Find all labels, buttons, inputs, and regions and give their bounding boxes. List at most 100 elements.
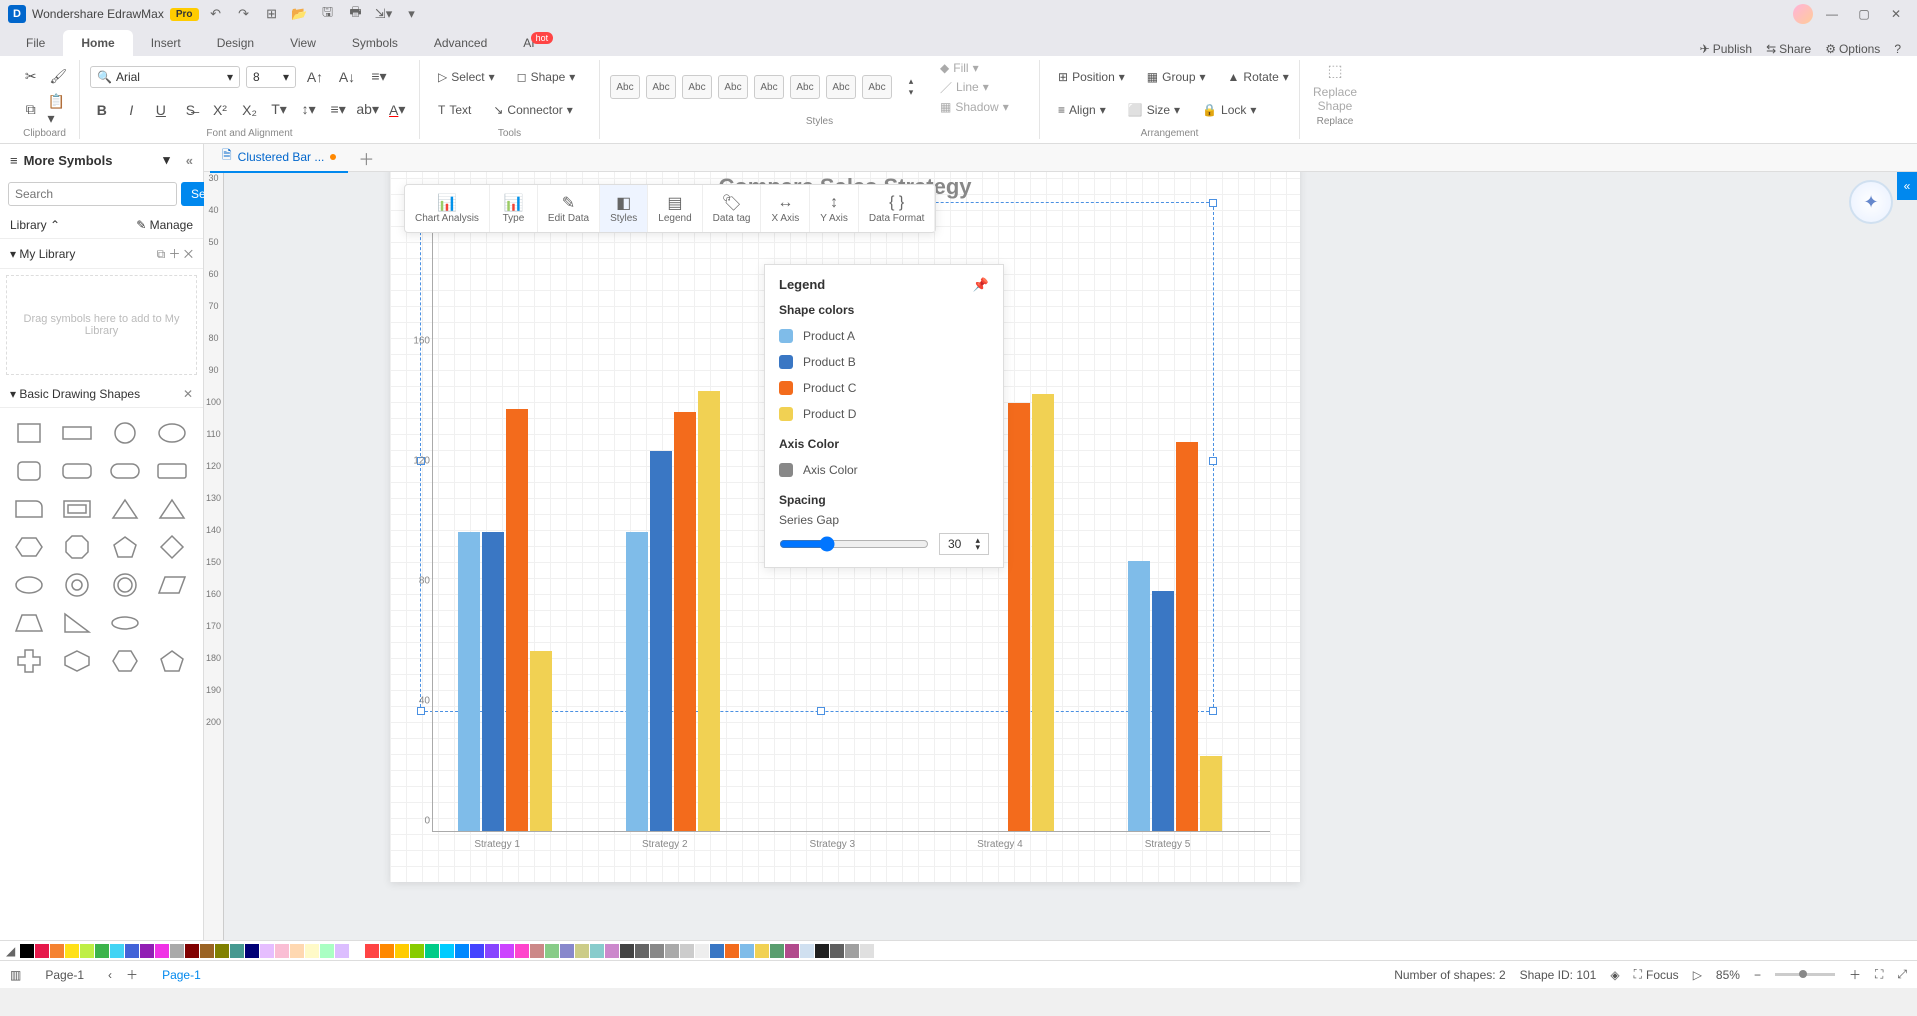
font-name-select[interactable]: 🔍 Arial ▾ (90, 66, 240, 88)
more-icon[interactable]: ▾ (401, 3, 423, 25)
color-swatch[interactable] (440, 944, 454, 958)
shape-oct[interactable] (58, 532, 96, 562)
bar[interactable] (1032, 394, 1054, 831)
bar[interactable] (650, 451, 672, 831)
chart-tb-data-format[interactable]: { }Data Format (859, 185, 936, 232)
fit-icon[interactable]: ⛶ (1875, 967, 1883, 982)
highlight-icon[interactable]: ab▾ (356, 97, 380, 123)
bar[interactable] (698, 391, 720, 831)
maximize-icon[interactable]: ▢ (1851, 3, 1877, 25)
close-section-icon[interactable]: ✕ (183, 387, 193, 401)
shape-pent2[interactable] (153, 646, 191, 676)
text-tool[interactable]: T Text (430, 100, 479, 120)
color-swatch[interactable] (50, 944, 64, 958)
color-swatch[interactable] (830, 944, 844, 958)
chart-tb-y-axis[interactable]: ↕Y Axis (810, 185, 859, 232)
shape-righttri[interactable] (58, 608, 96, 638)
shape-roundrect[interactable] (58, 456, 96, 486)
shadow-button[interactable]: ▦ Shadow ▾ (936, 99, 1013, 115)
chart-tb-styles[interactable]: ◧Styles (600, 185, 648, 232)
pin-icon[interactable]: 📌 (973, 277, 989, 293)
menu-advanced[interactable]: Advanced (416, 30, 505, 56)
zoom-out-icon[interactable]: − (1754, 968, 1761, 982)
chart-tb-x-axis[interactable]: ↔X Axis (761, 185, 810, 232)
color-swatch[interactable] (275, 944, 289, 958)
symbol-search-input[interactable] (8, 182, 177, 206)
shape-frame[interactable] (58, 494, 96, 524)
color-swatch[interactable] (350, 944, 364, 958)
color-swatch[interactable] (605, 944, 619, 958)
shape-ellipse[interactable] (153, 418, 191, 448)
color-swatch[interactable] (245, 944, 259, 958)
print-icon[interactable]: 🖶 (345, 3, 367, 25)
shape-pent[interactable] (106, 532, 144, 562)
page-tab-1[interactable]: Page-1 (152, 964, 211, 986)
color-swatch[interactable] (680, 944, 694, 958)
color-swatch[interactable] (530, 944, 544, 958)
subscript-icon[interactable]: X₂ (238, 97, 262, 123)
mylib-dropzone[interactable]: Drag symbols here to add to My Library (6, 275, 197, 375)
replace-shape-button[interactable]: ⬚Replace Shape (1305, 58, 1365, 116)
menu-file[interactable]: File (8, 30, 63, 56)
color-swatch[interactable] (470, 944, 484, 958)
new-icon[interactable]: ⊞ (261, 3, 283, 25)
compass-icon[interactable]: ✦ (1849, 180, 1893, 224)
color-swatch[interactable] (800, 944, 814, 958)
styles-scroll[interactable]: ▴▾ (898, 74, 924, 100)
shape-parallel[interactable] (153, 570, 191, 600)
shape-roundsq[interactable] (10, 456, 48, 486)
underline-icon[interactable]: U (149, 97, 173, 123)
bar[interactable] (1128, 561, 1150, 831)
color-swatch[interactable] (650, 944, 664, 958)
color-swatch[interactable] (785, 944, 799, 958)
color-swatch[interactable] (725, 944, 739, 958)
style-swatch[interactable]: Abc (682, 75, 712, 99)
color-swatch[interactable] (215, 944, 229, 958)
shape-hex[interactable] (10, 532, 48, 562)
shape-circle[interactable] (106, 418, 144, 448)
page-dropdown[interactable]: Page-1 (35, 964, 94, 986)
size-button[interactable]: ⬜ Size▾ (1120, 100, 1188, 120)
color-swatch[interactable] (860, 944, 874, 958)
canvas[interactable]: -40-30-20-100102030405060708090100110120… (204, 144, 1917, 940)
color-swatch[interactable] (125, 944, 139, 958)
menu-symbols[interactable]: Symbols (334, 30, 416, 56)
group-button[interactable]: ▦ Group▾ (1139, 67, 1214, 87)
add-tab-icon[interactable]: ＋ (358, 146, 374, 170)
manage-link[interactable]: ✎ Manage (136, 218, 193, 232)
shape-hex2[interactable] (58, 646, 96, 676)
style-swatch[interactable]: Abc (862, 75, 892, 99)
color-swatch[interactable] (260, 944, 274, 958)
case-icon[interactable]: T▾ (267, 97, 291, 123)
decrease-font-icon[interactable]: A↓ (334, 64, 360, 90)
shape-donut[interactable] (58, 570, 96, 600)
style-swatch[interactable]: Abc (754, 75, 784, 99)
list-icon[interactable]: ≡▾ (326, 97, 350, 123)
menu-view[interactable]: View (272, 30, 334, 56)
right-panel-toggle[interactable]: « (1897, 172, 1917, 200)
color-swatch[interactable] (740, 944, 754, 958)
lock-button[interactable]: 🔒 Lock▾ (1194, 100, 1264, 120)
superscript-icon[interactable]: X² (208, 97, 232, 123)
menu-design[interactable]: Design (199, 30, 272, 56)
shape-rect[interactable] (58, 418, 96, 448)
shape-square[interactable] (10, 418, 48, 448)
series-gap-value[interactable]: 30▴▾ (939, 533, 989, 555)
font-color-icon[interactable]: A▾ (385, 97, 409, 123)
color-swatch[interactable] (695, 944, 709, 958)
copy-icon[interactable]: ⧉ (20, 97, 42, 123)
add-page-icon[interactable]: ＋ (126, 966, 138, 983)
shape-ellipse2[interactable] (10, 570, 48, 600)
shape-donut2[interactable] (106, 570, 144, 600)
color-swatch[interactable] (230, 944, 244, 958)
page-menu-icon[interactable]: ▥ (10, 968, 21, 982)
color-swatch[interactable] (395, 944, 409, 958)
user-avatar[interactable] (1793, 4, 1813, 24)
shape-roundrect2[interactable] (106, 456, 144, 486)
legend-item[interactable]: Product A (779, 323, 989, 349)
color-swatch[interactable] (140, 944, 154, 958)
shape-triangle2[interactable] (153, 494, 191, 524)
bar[interactable] (674, 412, 696, 831)
color-swatch[interactable] (710, 944, 724, 958)
minimize-icon[interactable]: — (1819, 3, 1845, 25)
